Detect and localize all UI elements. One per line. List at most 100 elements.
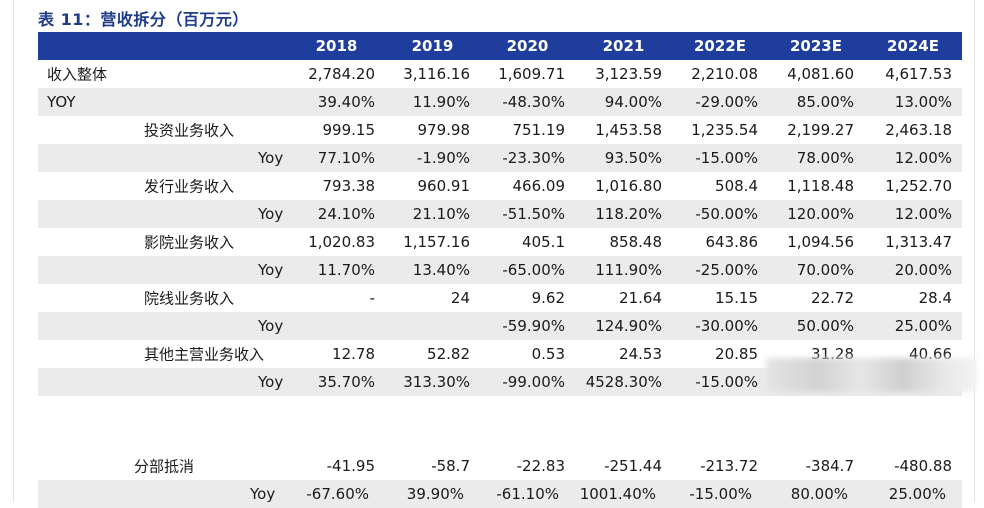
table-cell: 508.4 <box>715 177 758 195</box>
row-label-cell: Yoy <box>38 144 288 172</box>
row-label: Yoy <box>258 373 284 391</box>
table-cell: 80.00% <box>790 485 848 503</box>
table-cell: 1,094.56 <box>787 233 854 251</box>
table-cell: 1,118.48 <box>787 177 854 195</box>
table-cell: 28.4 <box>918 289 952 307</box>
header-cell-2021: 2021 <box>602 37 645 55</box>
spacer-row <box>38 396 962 452</box>
table-cell: - <box>369 289 375 307</box>
table-row: 分部抵消 -41.95 -58.7 -22.83 -251.44 -213.72… <box>38 452 962 480</box>
table-row: 院线业务收入 - 24 9.62 21.64 15.15 22.72 28.4 <box>38 284 962 312</box>
table-cell: 24.10% <box>317 205 375 223</box>
table-cell: 4,081.60 <box>787 65 854 83</box>
table-cell: -29.00% <box>695 93 758 111</box>
table-row: 影院业务收入 1,020.83 1,157.16 405.1 858.48 64… <box>38 228 962 256</box>
table-cell: 2,210.08 <box>691 65 758 83</box>
table-cell: -50.00% <box>695 205 758 223</box>
row-label: Yoy <box>258 205 284 223</box>
row-label-cell: 发行业务收入 <box>38 172 288 200</box>
table-cell: 751.19 <box>512 121 566 139</box>
table-cell: 118.20% <box>595 205 662 223</box>
table-cell: -251.44 <box>604 457 662 475</box>
table-cell: 1,157.16 <box>403 233 470 251</box>
table-cell: 15.15 <box>715 289 758 307</box>
table-row: Yoy -59.90% 124.90% -30.00% 50.00% 25.00… <box>38 312 962 340</box>
header-cell-2024e: 2024E <box>887 37 939 55</box>
header-cell-2022e: 2022E <box>694 37 746 55</box>
table-row: 投资业务收入 999.15 979.98 751.19 1,453.58 1,2… <box>38 116 962 144</box>
table-cell: -61.10% <box>496 485 559 503</box>
table-cell: 1,020.83 <box>308 233 375 251</box>
table-cell: -30.00% <box>695 317 758 335</box>
table-cell: -65.00% <box>502 261 565 279</box>
row-label-cell: 投资业务收入 <box>38 116 288 144</box>
table-cell: 858.48 <box>609 233 663 251</box>
table-cell: 52.82 <box>427 345 470 363</box>
row-label: 分部抵消 <box>134 457 195 476</box>
table-cell: 793.38 <box>322 177 376 195</box>
table-cell: 12.78 <box>332 345 375 363</box>
table-row: YOY 39.40% 11.90% -48.30% 94.00% -29.00%… <box>38 88 962 116</box>
table-cell: 13.00% <box>894 93 952 111</box>
table-cell: 1001.40% <box>579 485 656 503</box>
table-cell: -58.7 <box>431 457 470 475</box>
table-cell: 12.00% <box>894 205 952 223</box>
table-cell: 1,235.54 <box>691 121 758 139</box>
table-cell: 24 <box>450 289 470 307</box>
table-cell: 999.15 <box>322 121 376 139</box>
table-cell: 70.00% <box>796 261 854 279</box>
row-label: YOY <box>47 93 76 111</box>
table-title: 表 11：营收拆分（百万元） <box>38 10 249 29</box>
row-label-cell: Yoy <box>38 368 288 396</box>
table-cell: 0.53 <box>531 345 565 363</box>
table-cell: -23.30% <box>502 149 565 167</box>
table-cell: -15.00% <box>695 149 758 167</box>
table-cell: -15.00% <box>689 485 752 503</box>
table-cell: 111.90% <box>595 261 662 279</box>
table-cell: 1,609.71 <box>498 65 565 83</box>
row-label: 影院业务收入 <box>144 233 235 252</box>
table-row: Yoy 24.10% 21.10% -51.50% 118.20% -50.00… <box>38 200 962 228</box>
header-row: 2018 2019 2020 2021 2022E 2023E 2024E <box>38 32 962 60</box>
table-cell: 405.1 <box>522 233 565 251</box>
table-cell: 11.90% <box>412 93 470 111</box>
table-cell: -51.50% <box>502 205 565 223</box>
header-cell-2019: 2019 <box>411 37 454 55</box>
header-cell-label <box>38 32 288 60</box>
table-cell: -59.90% <box>502 317 565 335</box>
row-label: 院线业务收入 <box>144 289 235 308</box>
table-cell: -99.00% <box>502 373 565 391</box>
table-cell: 85.00% <box>796 93 854 111</box>
row-label: 收入整体 <box>47 65 108 84</box>
row-label-cell: 分部抵消 <box>38 452 288 480</box>
header-cell-2018: 2018 <box>315 37 358 55</box>
table-cell: 979.98 <box>417 121 471 139</box>
table-cell: -25.00% <box>695 261 758 279</box>
table-cell: 25.00% <box>894 317 952 335</box>
table-cell: 78.00% <box>796 149 854 167</box>
table-row: 收入整体 2,784.20 3,116.16 1,609.71 3,123.59… <box>38 60 962 88</box>
table-cell: -15.00% <box>695 373 758 391</box>
table-cell: 3,116.16 <box>403 65 470 83</box>
table-cell: 39.90% <box>406 485 464 503</box>
row-label-cell: Yoy <box>38 256 288 284</box>
table-cell: -41.95 <box>326 457 375 475</box>
table-cell: 39.40% <box>317 93 375 111</box>
row-label: 其他主营业务收入 <box>144 345 265 364</box>
table-row: Yoy 77.10% -1.90% -23.30% 93.50% -15.00%… <box>38 144 962 172</box>
table-cell: 13.40% <box>412 261 470 279</box>
table-row: 发行业务收入 793.38 960.91 466.09 1,016.80 508… <box>38 172 962 200</box>
row-label: Yoy <box>250 485 276 503</box>
table-cell: 2,199.27 <box>787 121 854 139</box>
table-cell <box>385 312 480 340</box>
row-label-cell: 收入整体 <box>38 60 288 88</box>
table-cell: 22.72 <box>811 289 854 307</box>
table-cell: -48.30% <box>502 93 565 111</box>
table-cell: 20.85 <box>715 345 758 363</box>
table-cell: -384.7 <box>805 457 854 475</box>
table-cell: 93.50% <box>604 149 662 167</box>
table-cell: -480.88 <box>894 457 952 475</box>
table-cell: 35.70% <box>317 373 375 391</box>
table-cell: 1,252.70 <box>885 177 952 195</box>
table-cell: 466.09 <box>512 177 566 195</box>
